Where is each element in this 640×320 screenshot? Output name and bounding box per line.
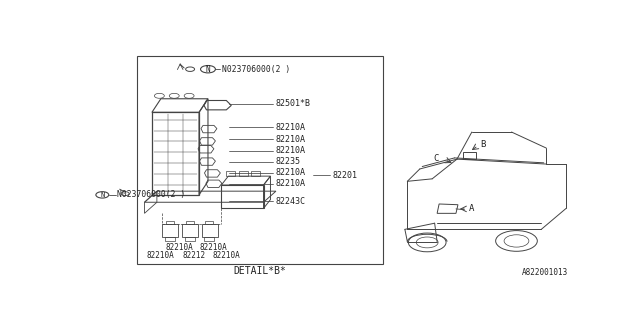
Text: C: C	[433, 154, 438, 163]
Text: 82210A: 82210A	[276, 179, 306, 188]
Text: 82201: 82201	[333, 171, 358, 180]
Text: 82501*B: 82501*B	[276, 99, 311, 108]
Text: B: B	[480, 140, 485, 149]
Text: 82210A: 82210A	[276, 135, 306, 144]
Text: N: N	[100, 192, 104, 198]
Bar	[166, 221, 173, 224]
Text: A822001013: A822001013	[522, 268, 568, 277]
Text: 82210A: 82210A	[276, 168, 306, 177]
Bar	[185, 237, 195, 241]
Bar	[205, 237, 214, 241]
Bar	[182, 224, 198, 237]
Text: 82210A: 82210A	[212, 252, 240, 260]
Text: N023706000(2 ): N023706000(2 )	[117, 190, 186, 199]
Bar	[186, 221, 193, 224]
Text: 82210A: 82210A	[165, 243, 193, 252]
Text: 82210A: 82210A	[276, 146, 306, 155]
Text: N: N	[205, 65, 211, 74]
Text: 82212: 82212	[182, 252, 205, 260]
Bar	[162, 224, 178, 237]
Bar	[137, 56, 383, 264]
Text: 82210A: 82210A	[199, 243, 227, 252]
Bar	[202, 224, 218, 237]
Bar	[165, 237, 175, 241]
Text: 82210A: 82210A	[147, 252, 175, 260]
Text: 82243C: 82243C	[276, 196, 306, 205]
Text: DETAIL*B*: DETAIL*B*	[233, 266, 286, 276]
Bar	[205, 221, 213, 224]
Text: 82210A: 82210A	[276, 123, 306, 132]
Text: N023706000(2 ): N023706000(2 )	[222, 65, 290, 74]
Text: 82235: 82235	[276, 157, 301, 166]
Text: A: A	[468, 204, 474, 213]
